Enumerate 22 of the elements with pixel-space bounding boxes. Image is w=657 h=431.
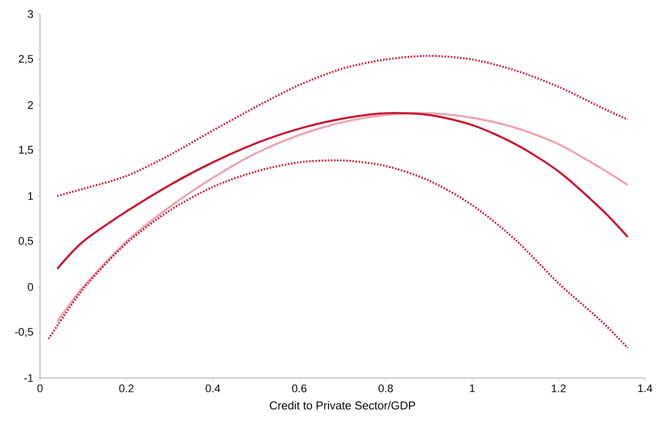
- y-tick-label: -1: [24, 374, 33, 382]
- line-series: [48, 159, 629, 349]
- x-tick-label: 0.4: [206, 384, 220, 392]
- y-tick-label: 1,5: [19, 146, 34, 155]
- x-tick-label: 0.6: [292, 384, 306, 392]
- x-tick-label: 0.2: [119, 384, 134, 392]
- x-tick-label: 0: [37, 384, 43, 392]
- y-tick-label: -0,5: [15, 328, 34, 338]
- line-series: [56, 112, 629, 323]
- x-tick-label: 1.2: [552, 384, 566, 392]
- line-series: [56, 54, 629, 197]
- x-tick-label: 1.4: [638, 384, 652, 392]
- x-tick-label: 0.8: [378, 384, 393, 392]
- y-tick-label: 0,5: [18, 236, 34, 246]
- x-tick-label: 1: [470, 384, 475, 392]
- y-tick-label: 3: [28, 10, 34, 18]
- y-tick-label: 2,5: [18, 54, 34, 64]
- line-series: [56, 112, 629, 270]
- x-axis-title: Credit to Private Sector/GDP: [270, 401, 416, 410]
- y-tick-label: 1: [28, 192, 33, 200]
- y-tick-label: 0: [28, 283, 34, 291]
- y-tick-label: 2: [28, 101, 33, 109]
